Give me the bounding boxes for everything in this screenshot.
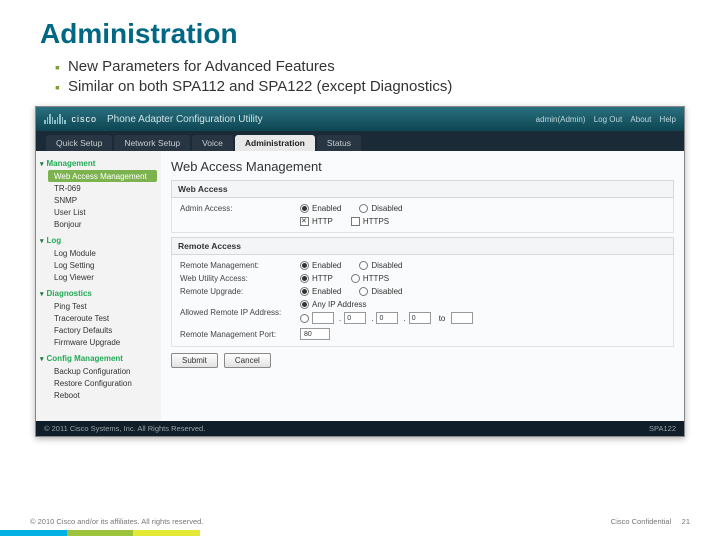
ip-to-label: to xyxy=(439,314,446,323)
remote-mgmt-disabled[interactable]: Disabled xyxy=(359,261,402,270)
app-footer-model: SPA122 xyxy=(649,424,676,433)
remote-port-label: Remote Management Port: xyxy=(180,330,300,339)
remote-upgrade-label: Remote Upgrade: xyxy=(180,287,300,296)
sidebar-item-backup[interactable]: Backup Configuration xyxy=(40,365,157,377)
sidebar-item-web-access[interactable]: Web Access Management xyxy=(48,170,157,182)
sidebar-item-ping[interactable]: Ping Test xyxy=(40,300,157,312)
bullet-text: New Parameters for Advanced Features xyxy=(68,58,335,75)
web-utility-label: Web Utility Access: xyxy=(180,274,300,283)
web-https-checkbox[interactable]: HTTPS xyxy=(351,217,389,226)
sidebar-item-log-viewer[interactable]: Log Viewer xyxy=(40,271,157,283)
remote-mgmt-label: Remote Management: xyxy=(180,261,300,270)
sidebar-item-tr069[interactable]: TR-069 xyxy=(40,182,157,194)
tab-network-setup[interactable]: Network Setup xyxy=(114,135,190,151)
allowed-ip-label: Allowed Remote IP Address: xyxy=(180,308,300,317)
tab-administration[interactable]: Administration xyxy=(235,135,315,151)
sidebar-item-log-setting[interactable]: Log Setting xyxy=(40,259,157,271)
slide-footer: © 2010 Cisco and/or its affiliates. All … xyxy=(0,517,720,526)
tab-status[interactable]: Status xyxy=(317,135,361,151)
submit-button[interactable]: Submit xyxy=(171,353,218,368)
ip-oct1-input[interactable] xyxy=(312,312,334,324)
tab-bar: Quick Setup Network Setup Voice Administ… xyxy=(36,131,684,151)
panel-title: Web Access Management xyxy=(171,159,674,174)
bullet-list: ▪ New Parameters for Advanced Features ▪… xyxy=(0,58,720,106)
sidebar-head-diagnostics[interactable]: Diagnostics xyxy=(40,287,157,300)
admin-access-label: Admin Access: xyxy=(180,204,300,213)
admin-access-disabled[interactable]: Disabled xyxy=(359,204,402,213)
admin-access-enabled[interactable]: Enabled xyxy=(300,204,341,213)
app-footer: © 2011 Cisco Systems, Inc. All Rights Re… xyxy=(36,421,684,436)
app-footer-copyright: © 2011 Cisco Systems, Inc. All Rights Re… xyxy=(44,424,205,433)
remote-mgmt-enabled[interactable]: Enabled xyxy=(300,261,341,270)
sidebar: Management Web Access Management TR-069 … xyxy=(36,151,161,421)
accent-stripes xyxy=(0,530,200,536)
remote-upgrade-enabled[interactable]: Enabled xyxy=(300,287,341,296)
bullet-item: ▪ New Parameters for Advanced Features xyxy=(55,58,720,76)
remote-port-input[interactable]: 80 xyxy=(300,328,330,340)
ip-oct3-input[interactable]: 0 xyxy=(376,312,398,324)
section-head-remote-access: Remote Access xyxy=(171,237,674,255)
sidebar-item-user-list[interactable]: User List xyxy=(40,206,157,218)
section-head-web-access: Web Access xyxy=(171,180,674,198)
bullet-item: ▪ Similar on both SPA112 and SPA122 (exc… xyxy=(55,78,720,96)
sidebar-item-bonjour[interactable]: Bonjour xyxy=(40,218,157,230)
sidebar-item-firmware[interactable]: Firmware Upgrade xyxy=(40,336,157,348)
remote-upgrade-disabled[interactable]: Disabled xyxy=(359,287,402,296)
sidebar-head-management[interactable]: Management xyxy=(40,157,157,170)
footer-copyright: © 2010 Cisco and/or its affiliates. All … xyxy=(30,517,203,526)
config-utility-window: cisco Phone Adapter Configuration Utilit… xyxy=(35,106,685,437)
ip-oct2-input[interactable]: 0 xyxy=(344,312,366,324)
cisco-logo-icon xyxy=(44,114,66,124)
brand-text: cisco xyxy=(72,114,98,124)
tab-voice[interactable]: Voice xyxy=(192,135,233,151)
help-link[interactable]: Help xyxy=(660,115,676,124)
sidebar-item-reboot[interactable]: Reboot xyxy=(40,389,157,401)
cancel-button[interactable]: Cancel xyxy=(224,353,271,368)
web-http-checkbox[interactable]: HTTP xyxy=(300,217,333,226)
sidebar-head-log[interactable]: Log xyxy=(40,234,157,247)
sidebar-item-factory-defaults[interactable]: Factory Defaults xyxy=(40,324,157,336)
top-links: admin(Admin) Log Out About Help xyxy=(530,115,676,124)
ip-range-radio[interactable] xyxy=(300,314,309,323)
logout-link[interactable]: Log Out xyxy=(594,115,622,124)
sidebar-item-log-module[interactable]: Log Module xyxy=(40,247,157,259)
web-utility-https[interactable]: HTTPS xyxy=(351,274,389,283)
sidebar-head-config-mgmt[interactable]: Config Management xyxy=(40,352,157,365)
sidebar-item-snmp[interactable]: SNMP xyxy=(40,194,157,206)
bullet-icon: ▪ xyxy=(55,58,60,76)
main-panel: Web Access Management Web Access Admin A… xyxy=(161,151,684,421)
any-ip-radio[interactable]: Any IP Address xyxy=(300,300,367,309)
sidebar-item-restore[interactable]: Restore Configuration xyxy=(40,377,157,389)
bullet-icon: ▪ xyxy=(55,78,60,96)
ip-mask-input[interactable] xyxy=(451,312,473,324)
about-link[interactable]: About xyxy=(630,115,651,124)
ip-oct4-input[interactable]: 0 xyxy=(409,312,431,324)
app-title: Phone Adapter Configuration Utility xyxy=(107,114,530,125)
tab-quick-setup[interactable]: Quick Setup xyxy=(46,135,112,151)
slide-title: Administration xyxy=(0,0,720,58)
web-utility-http[interactable]: HTTP xyxy=(300,274,333,283)
ip-range-row: . 0. 0. 0 to xyxy=(300,312,475,324)
user-link[interactable]: admin(Admin) xyxy=(536,115,586,124)
page-number: 21 xyxy=(682,517,690,526)
app-header: cisco Phone Adapter Configuration Utilit… xyxy=(36,107,684,131)
sidebar-item-traceroute[interactable]: Traceroute Test xyxy=(40,312,157,324)
footer-confidential: Cisco Confidential xyxy=(611,517,671,526)
bullet-text: Similar on both SPA112 and SPA122 (excep… xyxy=(68,78,452,95)
